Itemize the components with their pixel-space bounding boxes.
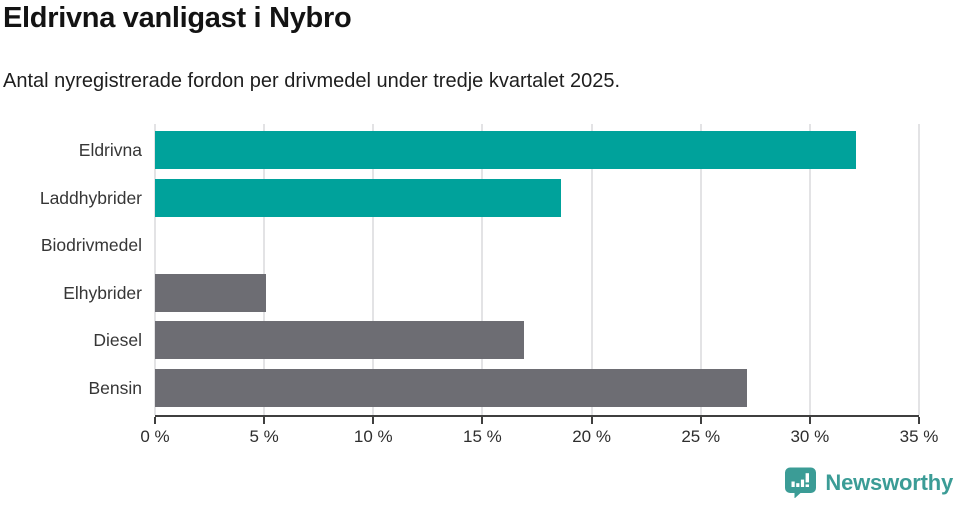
page-title: Eldrivna vanligast i Nybro	[3, 2, 352, 34]
gridline-15	[481, 124, 484, 415]
category-label-diesel: Diesel	[93, 330, 142, 350]
category-label-elhybrider: Elhybrider	[63, 282, 142, 303]
bar-diesel	[155, 321, 524, 359]
bar-chart-plot	[154, 124, 920, 417]
x-axis: 0 % 5 % 10 % 15 % 20 % 25 % 30 % 35 %	[140, 417, 938, 459]
tick-label-25: 25 %	[681, 427, 721, 446]
tick-label-0: 0 %	[140, 427, 170, 446]
category-label-laddhybrider: Laddhybrider	[39, 187, 142, 208]
chart-subtitle: Antal nyregistrerade fordon per drivmede…	[3, 70, 621, 92]
bar-bensin	[155, 368, 747, 407]
tick-mark-5	[263, 417, 266, 424]
bar-elhybrider	[155, 273, 267, 312]
gridline-20	[590, 124, 593, 415]
tick-mark-35	[918, 417, 920, 424]
newsworthy-logo: Newsworthy	[784, 467, 953, 498]
tick-label-35: 35 %	[899, 427, 939, 446]
gridline-35	[918, 124, 920, 415]
gridline-30	[808, 124, 811, 415]
tick-mark-20	[590, 417, 593, 424]
category-label-eldrivna: Eldrivna	[78, 140, 142, 160]
gridline-10	[372, 124, 375, 415]
tick-label-30: 30 %	[790, 427, 830, 446]
newsworthy-bubble-chart-icon	[785, 467, 817, 498]
tick-label-5: 5 %	[249, 427, 279, 446]
tick-mark-25	[699, 417, 702, 424]
tick-mark-10	[372, 417, 375, 424]
tick-label-15: 15 %	[463, 427, 502, 446]
bar-eldrivna	[155, 131, 856, 169]
category-label-biodrivmedel: Biodrivmedel	[40, 235, 142, 255]
tick-label-10: 10 %	[353, 427, 393, 446]
gridline-0	[154, 124, 156, 415]
newsworthy-wordmark: Newsworthy	[825, 469, 953, 495]
y-axis-labels: Eldrivna Laddhybrider Biodrivmedel Elhybrid…	[0, 124, 142, 415]
category-label-bensin: Bensin	[88, 377, 142, 398]
tick-label-20: 20 %	[572, 427, 611, 446]
tick-mark-0	[154, 417, 156, 424]
tick-mark-30	[808, 417, 811, 424]
gridline-25	[699, 124, 702, 415]
bar-laddhybrider	[155, 178, 561, 217]
gridline-5	[263, 124, 266, 415]
tick-mark-15	[481, 417, 484, 424]
